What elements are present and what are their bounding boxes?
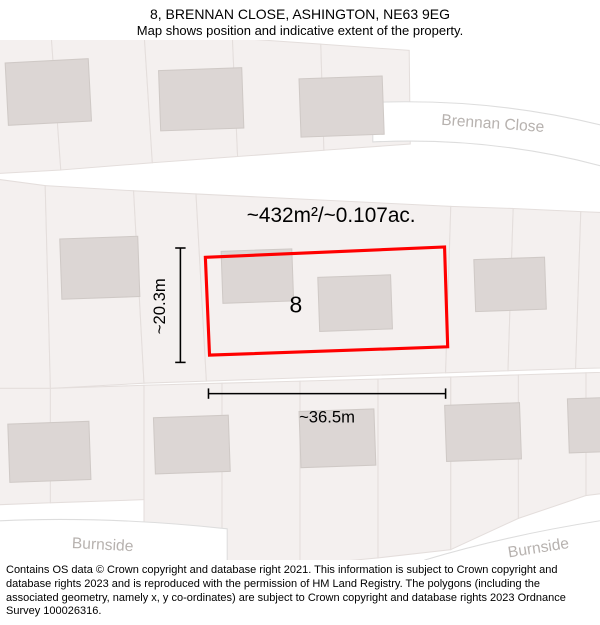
plot — [378, 377, 451, 558]
building — [5, 59, 91, 126]
building — [474, 257, 546, 311]
measure-horizontal-label: ~36.5m — [299, 408, 355, 427]
property-number: 8 — [289, 291, 302, 317]
plot — [222, 381, 300, 560]
building — [153, 415, 230, 474]
header: 8, BRENNAN CLOSE, ASHINGTON, NE63 9EG Ma… — [0, 0, 600, 40]
building — [60, 236, 140, 299]
building — [445, 403, 522, 462]
map-svg: Brennan CloseBurnsideBurnside8~432m²/~0.… — [0, 40, 600, 560]
plot — [451, 375, 519, 550]
plot — [0, 175, 50, 388]
plot — [300, 379, 378, 560]
map-canvas: Brennan CloseBurnsideBurnside8~432m²/~0.… — [0, 40, 600, 560]
area-label: ~432m²/~0.107ac. — [247, 204, 416, 227]
map-title: 8, BRENNAN CLOSE, ASHINGTON, NE63 9EG — [10, 6, 590, 22]
map-subtitle: Map shows position and indicative extent… — [10, 23, 590, 38]
building — [567, 397, 600, 453]
building — [299, 76, 384, 137]
footer-copyright: Contains OS data © Crown copyright and d… — [0, 560, 600, 625]
building — [159, 68, 244, 131]
measure-vertical-label: ~20.3m — [150, 278, 169, 334]
building — [8, 421, 91, 482]
plot — [134, 191, 207, 383]
building — [318, 275, 393, 332]
page: 8, BRENNAN CLOSE, ASHINGTON, NE63 9EG Ma… — [0, 0, 600, 625]
road-label: Burnside — [71, 535, 133, 555]
